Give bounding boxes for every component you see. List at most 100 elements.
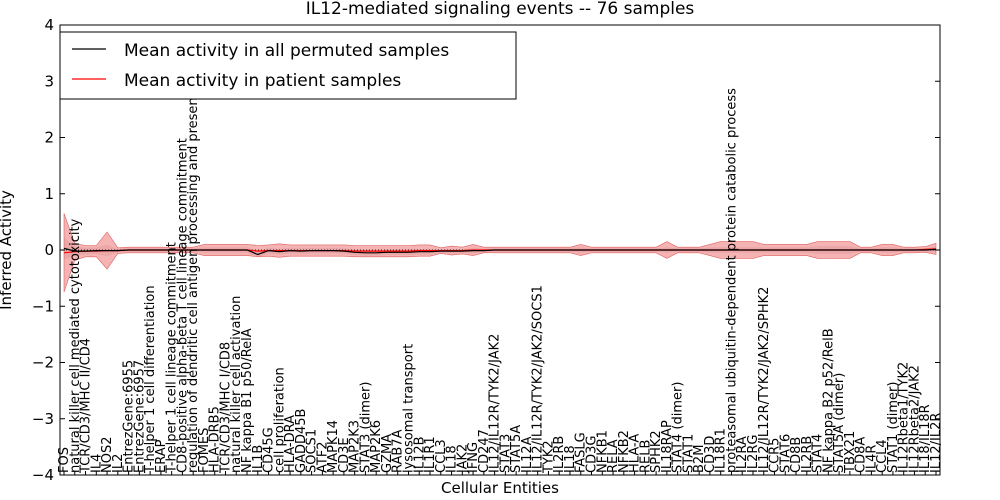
- legend-label-patient: Mean activity in patient samples: [124, 71, 401, 91]
- series-line-permuted: [63, 247, 937, 256]
- x-tick-label: HLA-DRA: [283, 415, 298, 473]
- x-tick-label: IL12/IL12R/TYK2/JAK2/SOCS1: [531, 285, 546, 473]
- x-tick-label: IL12B: [412, 436, 427, 473]
- y-tick-label: 0: [44, 241, 54, 259]
- x-tick-label: NFKB2: [617, 430, 632, 473]
- y-tick-label: −2: [32, 354, 54, 372]
- y-axis-label: Inferred Activity: [0, 190, 15, 310]
- x-tick-label: CD3D: [703, 436, 718, 473]
- x-tick-label: NF kappa B1 p50/RelA: [240, 328, 255, 473]
- x-tick-label: CD8-positive alpha-beta T cell lineage c…: [175, 138, 190, 473]
- x-tick-label: CD3G: [585, 436, 600, 473]
- x-tick-label: FOMES: [197, 428, 212, 473]
- x-tick-label: STAT3 (dimer): [358, 382, 373, 473]
- x-axis-label: Cellular Entities: [441, 479, 559, 497]
- x-tick-label: STAT1 (dimer): [886, 382, 901, 473]
- x-tick-label: IL4: [89, 454, 104, 473]
- x-tick-label: NFKB1: [595, 430, 610, 473]
- x-tick-label: SOCS1: [305, 429, 320, 473]
- y-tick-label: −4: [32, 466, 54, 484]
- x-tick-label: RAB7A: [391, 429, 406, 473]
- x-tick-label: IL18: [563, 445, 578, 473]
- x-tick-label: T-helper 1 cell lineage commitment: [165, 242, 180, 474]
- x-tick-label: lysosomal transport: [402, 344, 417, 473]
- x-tick-label: MAP2K6: [369, 420, 384, 473]
- x-tick-label: CD45G: [262, 427, 277, 473]
- x-tick-label: STAT3: [498, 434, 513, 473]
- x-tick-label: TCR/CD3/MHC I/CD8: [219, 342, 234, 474]
- x-tick-label: JAK2: [455, 444, 470, 474]
- x-tick-label: IL12/IL12R/TYK2/JAK2: [488, 334, 503, 473]
- x-tick-label: FASLG: [574, 432, 589, 473]
- patient-band: [63, 213, 937, 293]
- x-tick-label: IL18RAP: [660, 420, 675, 473]
- x-tick-label: NOS2: [100, 437, 115, 473]
- x-tick-label: regulation of dendritic cell antigen pro…: [186, 59, 201, 473]
- x-tick-label: IL12/IL2R: [929, 413, 944, 473]
- y-tick-label: 4: [44, 16, 54, 34]
- x-tick-label: RELB: [638, 440, 653, 473]
- x-tick-label: IL18/IL18R: [918, 404, 933, 473]
- x-tick-label: IL2RB: [800, 436, 815, 473]
- x-tick-label: B2M: [692, 445, 707, 473]
- x-tick-label: IFNG: [466, 442, 481, 473]
- x-tick-label: IL2RA: [735, 436, 750, 473]
- x-tick-label: ERAP: [154, 439, 169, 473]
- x-tick-label: natural killer cell activation: [229, 296, 244, 473]
- y-tick-label: −1: [32, 297, 54, 315]
- x-tick-label: T-helper 1 cell differentiation: [143, 285, 158, 474]
- x-tick-label: SPHK2: [649, 430, 664, 473]
- x-tick-label: CD8A: [854, 437, 869, 473]
- x-tick-label: TCR/CD3/MHC II/CD4: [79, 338, 94, 474]
- x-tick-label: STAT4 (dimer): [671, 382, 686, 473]
- x-tick-label: STAT5A: [509, 425, 524, 473]
- x-tick-label: GZMA: [380, 434, 395, 473]
- legend: Mean activity in all permuted samples Me…: [59, 31, 517, 100]
- x-tick-label: HLA-DRB5: [208, 406, 223, 473]
- x-tick-label: NF kappa B2 p52/RelB: [821, 328, 836, 473]
- x-tick-label: MAPK14: [326, 420, 341, 473]
- x-tick-label: IL12/IL12R/TYK2/JAK2/SPHK2: [757, 287, 772, 473]
- y-tick-label: −3: [32, 410, 54, 428]
- chart-title: IL12-mediated signaling events -- 76 sam…: [306, 0, 695, 19]
- x-tick-label: IL18: [445, 445, 460, 473]
- x-tick-label: EntrezGene:6957: [132, 360, 147, 473]
- y-tick-label: 3: [44, 72, 54, 90]
- x-tick-label: IL2: [111, 454, 126, 473]
- x-tick-label: CD247: [477, 429, 492, 473]
- x-tick-label: GADD45B: [294, 409, 309, 473]
- x-tick-label: RELA: [606, 439, 621, 473]
- x-tick-label: MAP2K3: [348, 420, 363, 473]
- x-tick-label: STAT4: [811, 434, 826, 473]
- x-tick-label: IL1R1: [423, 436, 438, 473]
- x-tick-label: natural killer cell mediated cytotoxicit…: [68, 218, 83, 473]
- x-tick-label: IL4R: [864, 445, 879, 473]
- x-tick-label: FOS: [57, 447, 72, 473]
- x-tick-label: IL2RB: [552, 436, 567, 473]
- x-tick-label: IL12Rbeta2/JAK2: [908, 365, 923, 473]
- plot-frame: [59, 24, 941, 476]
- x-tick-label: TBX21: [843, 431, 858, 474]
- x-tick-label: CD8B: [789, 437, 804, 473]
- legend-box: [59, 31, 517, 100]
- x-tick-label: STAT1: [681, 434, 696, 473]
- x-tick-label: IL12A: [520, 436, 535, 473]
- x-tick-label: CCL3: [434, 439, 449, 473]
- x-tick-label: IL12Rbeta1/TYK2: [897, 362, 912, 473]
- x-tick-label: cell proliferation: [272, 367, 287, 473]
- x-tick-label: EntrezGene:6955: [122, 360, 137, 473]
- x-tick-label: CCR5: [768, 438, 783, 473]
- x-tick-label: STAT5A (dimer): [832, 373, 847, 473]
- y-tick-label: 1: [44, 185, 54, 203]
- x-tick-label: IL2RG: [746, 435, 761, 473]
- x-tick-label: IL18R1: [714, 428, 729, 473]
- x-tick-label: IL1B: [251, 445, 266, 473]
- x-tick-label: CCL4: [875, 439, 890, 473]
- x-tick-label: TYK2: [541, 440, 556, 474]
- x-tick-label: ATF2: [315, 441, 330, 473]
- x-tick-label: HLA-A: [628, 434, 643, 473]
- y-tick-label: 2: [44, 129, 54, 147]
- x-tick-label: CD3E: [337, 437, 352, 473]
